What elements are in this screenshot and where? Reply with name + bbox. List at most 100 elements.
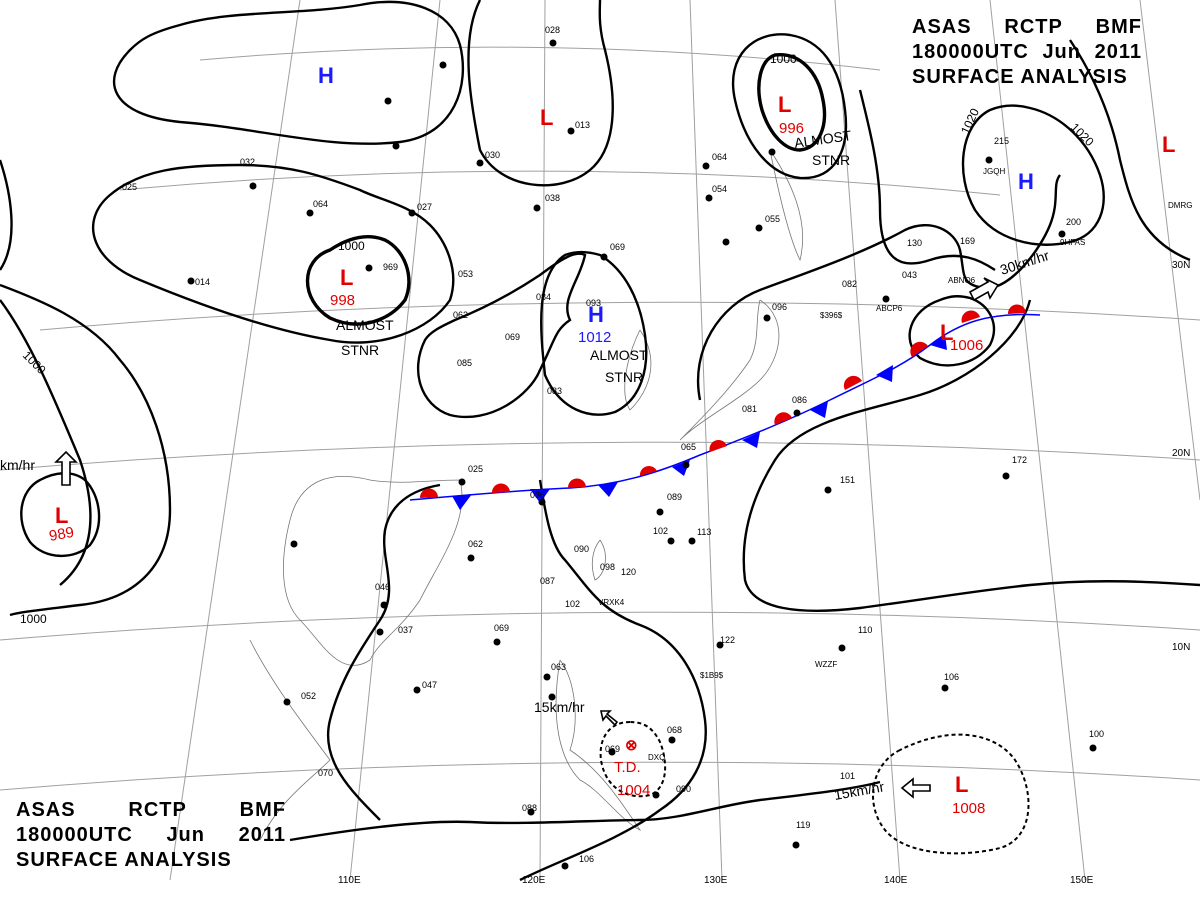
station-value: 172 — [1012, 455, 1027, 465]
coastline-korea — [624, 329, 652, 411]
meridian — [539, 0, 546, 881]
isobar — [742, 299, 1200, 612]
station-value: 096 — [772, 302, 787, 312]
almost-stnr-label: STNR — [605, 369, 643, 385]
station-value: 087 — [540, 576, 555, 586]
station-dot — [439, 61, 447, 69]
station-value: 043 — [902, 270, 917, 280]
td-symbol-icon: ⊗ — [625, 737, 638, 754]
parallel — [0, 441, 1200, 471]
station-value: 013 — [575, 120, 590, 130]
station-value: 062 — [468, 539, 483, 549]
station-value: 130 — [907, 238, 922, 248]
pressure-centers: H L L 996 H L L 998 H 1012 L 1006 L 989 … — [48, 63, 1176, 817]
high-center: H — [318, 63, 334, 88]
speed-label: km/hr — [0, 457, 35, 473]
chart-header-top: ASAS RCTP BMF 180000UTC Jun 2011 SURFACE… — [912, 15, 1142, 90]
latitude-label: 10N — [1172, 642, 1190, 653]
station-dot — [652, 791, 660, 799]
longitude-label: 120E — [522, 875, 546, 886]
station-value: 110 — [858, 625, 872, 635]
station-dot — [538, 498, 546, 506]
isobar — [0, 159, 13, 271]
station-value: 106 — [579, 854, 594, 864]
arrow-ne-icon — [968, 277, 1000, 302]
station-value: 102 — [565, 599, 580, 609]
warm-front-semicircle — [567, 478, 586, 488]
longitude-label: 130E — [704, 875, 728, 886]
low-pressure-value: 1006 — [950, 337, 983, 354]
station-dot — [824, 486, 832, 494]
warm-front-semicircle — [774, 412, 792, 425]
station-dot — [533, 204, 541, 212]
almost-stnr-label: ALMOST — [590, 347, 648, 363]
station-dot — [376, 628, 384, 636]
station-value: 083 — [547, 386, 562, 396]
station-dot — [567, 127, 575, 135]
header-time: 180000UTC — [912, 41, 1029, 63]
low-center: L — [778, 92, 791, 117]
station-value: 062 — [453, 310, 468, 320]
station-value: 101 — [840, 771, 855, 781]
station-values: 028 013 030 038 069 093 064 054 055 082 … — [122, 25, 1104, 864]
low-pressure-value: 996 — [779, 120, 804, 137]
header-line-2: 180000UTC Jun 2011 — [16, 823, 286, 848]
coordinate-labels: 110E 120E 130E 140E 150E 30N 20N 10N — [338, 260, 1190, 886]
high-center: H — [1018, 169, 1034, 194]
station-dot — [493, 638, 501, 646]
cold-front-triangle — [742, 432, 760, 448]
station-dot — [384, 97, 392, 105]
station-value: 085 — [457, 358, 472, 368]
warm-front-semicircle — [961, 310, 980, 323]
isobar — [0, 299, 92, 586]
coastlines — [249, 149, 804, 841]
almost-stnr-label: ALMOST — [793, 127, 853, 151]
station-value: 068 — [667, 725, 682, 735]
station-dot — [838, 644, 846, 652]
isobar — [289, 780, 881, 842]
arrow-td-icon — [600, 710, 619, 727]
station-dot — [527, 808, 535, 816]
warm-front-semicircle — [419, 488, 438, 498]
isobar — [326, 483, 441, 821]
almost-stnr-label: STNR — [341, 342, 379, 358]
isobar — [519, 479, 707, 882]
station-value: 038 — [545, 193, 560, 203]
coastline-taiwan — [591, 539, 606, 581]
station-dot — [1089, 744, 1097, 752]
station-value: 098 — [600, 562, 615, 572]
station-value: 046 — [375, 582, 390, 592]
isobar — [92, 163, 455, 344]
low-center: L — [1162, 132, 1175, 157]
station-value: 113 — [697, 527, 711, 537]
low-pressure-value: 998 — [330, 292, 355, 309]
station-dot — [249, 182, 257, 190]
latitude-label: 20N — [1172, 448, 1190, 459]
station-value: 053 — [458, 269, 473, 279]
station-code: $1B9$ — [700, 671, 724, 680]
station-value: 089 — [667, 492, 682, 502]
station-dot — [682, 461, 690, 469]
isobar — [732, 33, 848, 180]
station-value: 028 — [545, 25, 560, 35]
low-circulation — [872, 733, 1030, 855]
isobar — [467, 0, 614, 187]
station-value: 025 — [122, 182, 137, 192]
station-code: VRXK4 — [598, 598, 625, 607]
meridian — [834, 0, 901, 881]
warm-front-semicircle — [843, 375, 862, 390]
station-value: 069 — [610, 242, 625, 252]
station-value: 063 — [551, 662, 566, 672]
header-month: Jun — [1042, 41, 1081, 63]
station-dot — [722, 238, 730, 246]
warm-front-semicircle — [1007, 304, 1026, 314]
station-value: 064 — [712, 152, 727, 162]
isobar — [858, 89, 996, 271]
cold-front-triangles — [452, 334, 947, 510]
meridian — [349, 0, 441, 881]
station-dot — [716, 641, 724, 649]
station-dot — [458, 478, 466, 486]
station-value: 086 — [792, 395, 807, 405]
station-value: 093 — [586, 298, 601, 308]
header-line-1: ASAS RCTP BMF — [16, 798, 286, 823]
